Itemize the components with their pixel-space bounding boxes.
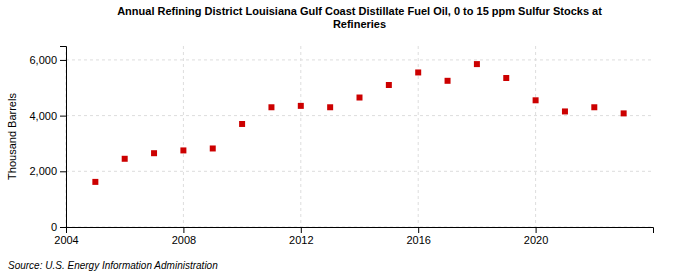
tick: 2008 [172,227,196,246]
point [591,104,597,110]
tick-label: 4,000 [29,110,57,122]
marks [92,61,626,185]
point [503,75,509,81]
tick-mark [418,227,419,233]
grid [66,46,653,227]
tick-mark [536,227,537,233]
plot-area: 2004 2008 2012 2016 2020 0 2,000 4,000 6,000 [29,46,653,246]
tick: 2004 [54,227,78,246]
tick-mark [60,227,66,228]
grid-line [66,115,653,116]
tick-mark [60,171,66,172]
point [239,121,245,127]
axis-line [60,47,67,228]
point [621,110,627,116]
grid-line [66,59,653,60]
source: Source: U.S. Energy Information Administ… [8,260,218,271]
tick-label: 2016 [406,234,430,246]
y-axis: 0 2,000 4,000 6,000 [29,47,66,234]
x-axis: 2004 2008 2012 2016 2020 [54,227,653,246]
point [92,179,98,185]
tick: 2020 [524,227,548,246]
grid-line [300,46,301,227]
tick: 2012 [289,227,313,246]
tick-mark [60,60,66,61]
tick-label: 2012 [289,234,313,246]
chart: 2004 2008 2012 2016 2020 0 2,000 4,000 6,000 Thou… [0,0,675,275]
grid-line [535,46,536,227]
tick: 0 [51,221,66,233]
point [210,145,216,151]
point [474,61,480,67]
tick: 6,000 [29,54,66,66]
point [298,103,304,109]
point [445,78,451,84]
grid-line [183,46,184,227]
point [533,97,539,103]
point [415,69,421,75]
point [268,104,274,110]
tick-label: 2004 [54,234,78,246]
point [180,147,186,153]
tick: 2016 [406,227,430,246]
point [327,104,333,110]
tick-label: 6,000 [29,54,57,66]
tick-mark [60,116,66,117]
point [357,95,363,101]
tick-label: 2,000 [29,165,57,177]
title: Annual Refining District Louisiana Gulf … [117,5,602,30]
grid-line [66,171,653,172]
point [386,82,392,88]
y-axis-title: Thousand Barrels [6,93,18,180]
point [562,108,568,114]
point [151,150,157,156]
tick-label: 0 [51,221,57,233]
tick-mark [183,227,184,233]
axis-line [67,228,654,234]
tick-label: 2008 [172,234,196,246]
tick-mark [301,227,302,233]
point [122,156,128,162]
tick-label: 2020 [524,234,548,246]
tick: 4,000 [29,110,66,122]
tick: 2,000 [29,165,66,177]
